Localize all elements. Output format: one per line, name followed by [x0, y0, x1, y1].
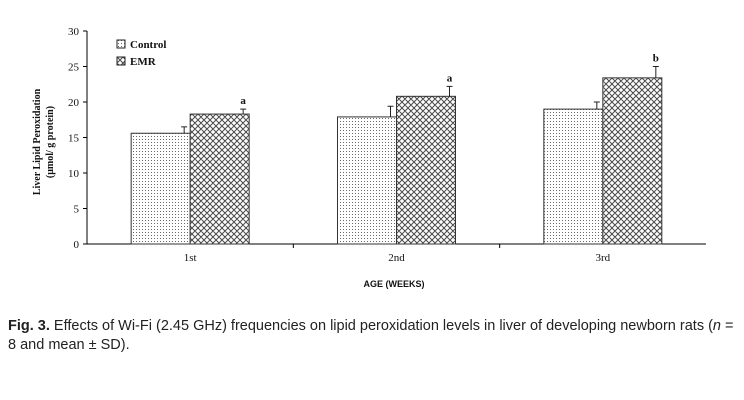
significance-letter: b — [653, 53, 659, 65]
x-tick-label: 3rd — [595, 252, 610, 264]
bar-chart: 0 5 10 15 20 25 30 1st 2nd 3rd a a b Control EMR Li… — [32, 26, 706, 289]
x-axis: 1st 2nd 3rd — [87, 243, 706, 264]
bar-emr-1st — [189, 113, 250, 245]
y-tick-label: 20 — [68, 97, 80, 109]
legend: Control EMR — [116, 39, 166, 68]
bar-emr-3rd — [602, 77, 663, 245]
significance-letter: a — [447, 72, 453, 84]
bar-emr-2nd — [396, 95, 456, 245]
bars — [130, 77, 663, 245]
y-axis-label-line-2: (μmol/ g protein) — [45, 106, 56, 178]
caption-text-1: Effects of Wi-Fi (2.45 GHz) frequencies … — [49, 318, 713, 334]
x-tick-label: 2nd — [388, 252, 405, 264]
caption-n-symbol: n — [712, 318, 721, 334]
figure-caption: Fig. 3. Effects of Wi-Fi (2.45 GHz) freq… — [8, 317, 738, 355]
y-tick-label: 0 — [74, 239, 80, 251]
x-axis-label: AGE (WEEKS) — [363, 279, 424, 289]
x-tick-label: 1st — [184, 252, 197, 264]
y-axis-label-line-1: Liver Lipid Peroxidation — [32, 88, 43, 195]
bar-control-1st — [130, 132, 191, 245]
error-bars — [181, 66, 659, 134]
bar-control-2nd — [337, 116, 397, 245]
legend-swatch — [116, 39, 126, 49]
y-tick-label: 15 — [68, 133, 80, 145]
bar-control-3rd — [543, 108, 604, 245]
caption-text-2: = 8 and mean ± SD). — [8, 318, 734, 353]
legend-label: Control — [130, 39, 166, 51]
caption-label: Fig. 3. — [8, 318, 50, 334]
y-tick-label: 25 — [68, 62, 80, 74]
legend-swatch — [116, 56, 126, 66]
significance-letter: a — [240, 95, 246, 107]
y-tick-label: 10 — [68, 168, 80, 180]
y-axis: 0 5 10 15 20 25 30 — [68, 26, 88, 251]
y-tick-label: 5 — [74, 204, 80, 216]
y-tick-label: 30 — [68, 26, 80, 38]
legend-label: EMR — [130, 56, 157, 68]
significance-annotations: a a b — [240, 53, 658, 108]
